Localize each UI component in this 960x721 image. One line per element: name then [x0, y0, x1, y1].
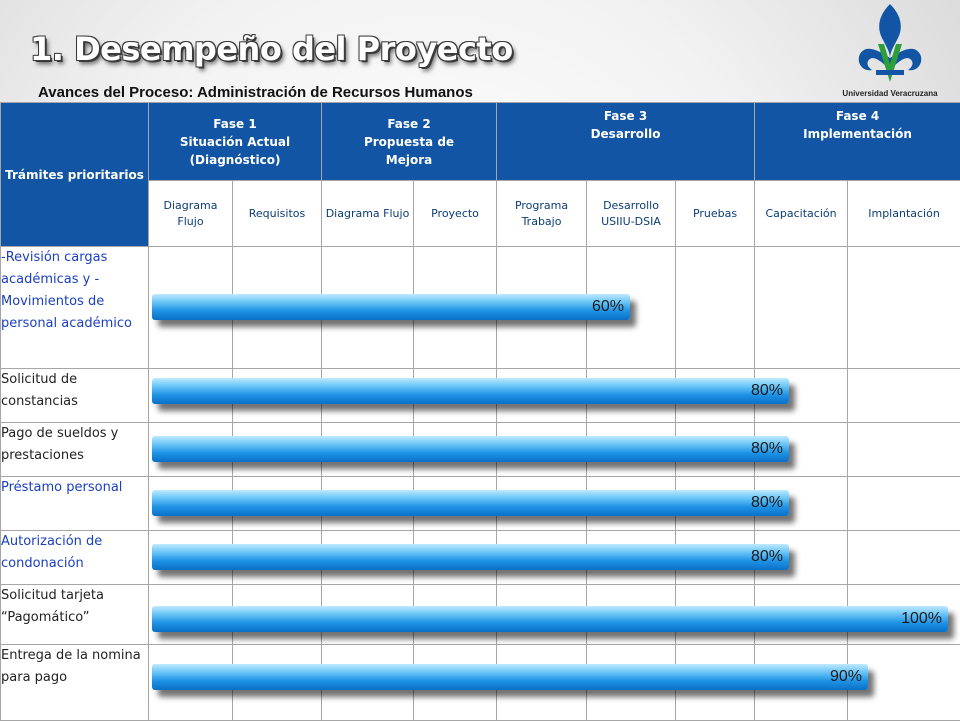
corner-header: Trámites prioritarios: [1, 103, 149, 247]
subcolumn-header: Pruebas: [676, 181, 755, 247]
progress-label: 80%: [723, 440, 783, 458]
progress-bar: [152, 490, 789, 516]
subcolumn-header: Diagrama Flujo: [322, 181, 414, 247]
progress-bar: [152, 664, 868, 690]
subcolumn-header: Capacitación: [755, 181, 848, 247]
progress-label: 80%: [723, 548, 783, 566]
row-label: Entrega de la nomina para pago: [1, 645, 149, 721]
subcolumn-header: Implantación: [848, 181, 960, 247]
university-logo: Universidad Veracruzana: [820, 0, 960, 102]
progress-bar: [152, 378, 789, 404]
row-label: Autorización de condonación: [1, 531, 149, 585]
slide-title: 1. Desempeño del Proyecto: [30, 30, 513, 68]
subcolumn-header: Programa Trabajo: [497, 181, 587, 247]
row-label: Préstamo personal: [1, 477, 149, 531]
progress-label: 100%: [882, 610, 942, 628]
progress-bar: [152, 294, 630, 320]
fleur-logo-icon: [820, 0, 960, 90]
progress-bar: [152, 606, 948, 632]
slide-subtitle: Avances del Proceso: Administración de R…: [38, 84, 473, 101]
row-label: Solicitud de constancias: [1, 369, 149, 423]
progress-label: 80%: [723, 494, 783, 512]
row-label: Pago de sueldos y prestaciones: [1, 423, 149, 477]
row-label: -Revisión cargas académicas y -Movimient…: [1, 247, 149, 369]
progress-bar: [152, 436, 789, 462]
progress-label: 60%: [564, 298, 624, 316]
subcolumn-header: Proyecto: [414, 181, 497, 247]
progress-label: 80%: [723, 382, 783, 400]
subcolumn-header: Diagrama Flujo: [149, 181, 233, 247]
progress-label: 90%: [802, 668, 862, 686]
progress-bar: [152, 544, 789, 570]
subcolumn-header: Requisitos: [233, 181, 322, 247]
row-label: Solicitud tarjeta “Pagomático”: [1, 585, 149, 645]
logo-caption: Universidad Veracruzana: [820, 89, 960, 98]
subcolumn-header: Desarrollo USIIU-DSIA: [587, 181, 676, 247]
